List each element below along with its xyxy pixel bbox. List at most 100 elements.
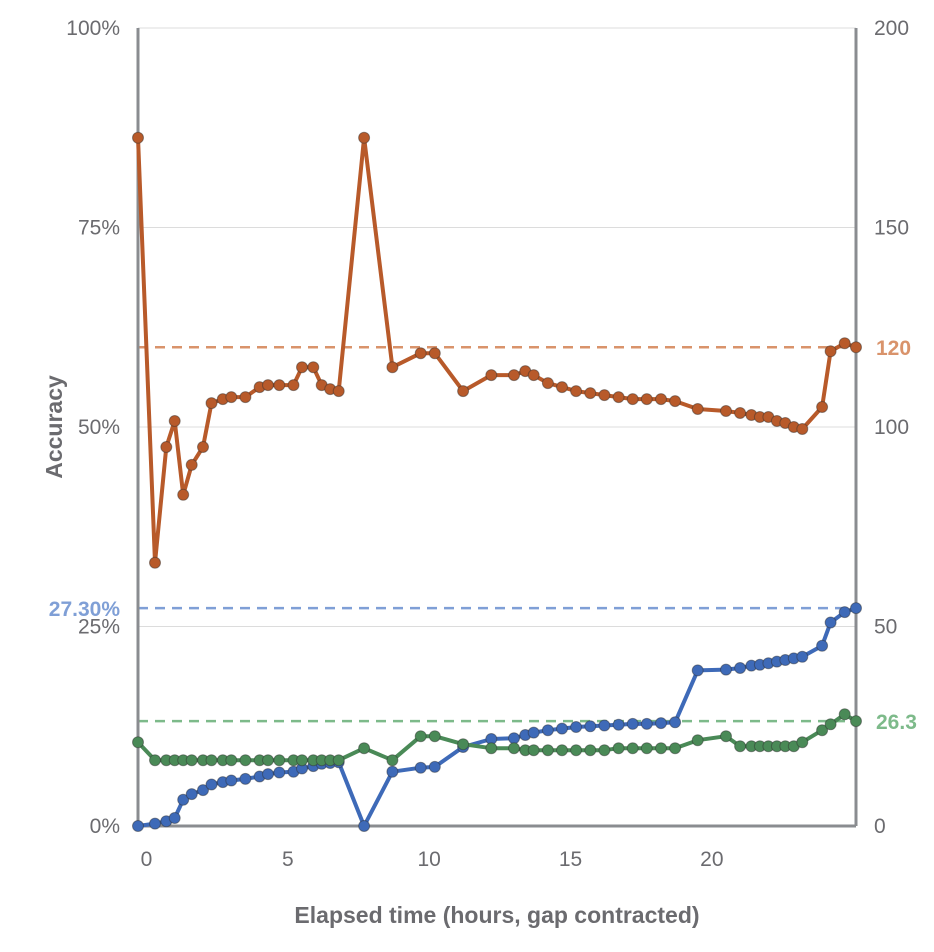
series-1-point-52 bbox=[850, 602, 862, 615]
series-2-point-31 bbox=[570, 744, 583, 757]
series-1-point-20 bbox=[358, 820, 371, 832]
series-0-point-26 bbox=[508, 369, 520, 382]
y-left-tick-1: 25% bbox=[78, 616, 120, 639]
series-0-point-5 bbox=[185, 458, 198, 471]
series-0-point-33 bbox=[598, 389, 611, 402]
series-0-point-30 bbox=[556, 381, 568, 394]
series-0-point-25 bbox=[485, 369, 498, 382]
series-1-point-22 bbox=[414, 761, 427, 774]
series-1-point-33 bbox=[598, 719, 611, 732]
series-0-point-38 bbox=[669, 395, 682, 408]
series-2-point-28 bbox=[527, 744, 540, 757]
series-2-point-38 bbox=[669, 742, 682, 755]
series-0-point-4 bbox=[177, 488, 190, 501]
series-2-point-51 bbox=[838, 708, 851, 721]
series-0-point-20 bbox=[358, 131, 371, 144]
series-1-point-0 bbox=[132, 820, 144, 832]
series-2-point-12 bbox=[262, 754, 274, 767]
y-right-tick-2: 100 bbox=[874, 416, 909, 439]
x-tick-2: 10 bbox=[417, 848, 440, 871]
series-0-point-7 bbox=[205, 397, 218, 410]
series-0-point-41 bbox=[734, 407, 747, 419]
series-2-point-19 bbox=[332, 754, 345, 767]
series-0-point-10 bbox=[239, 391, 252, 404]
series-1-point-51 bbox=[838, 606, 851, 619]
series-1-point-30 bbox=[556, 722, 568, 735]
series-1-point-50 bbox=[824, 616, 837, 629]
series-0-point-12 bbox=[262, 379, 274, 392]
y-right-tick-4: 200 bbox=[874, 17, 909, 40]
series-2-point-30 bbox=[556, 744, 568, 757]
series-1-point-38 bbox=[669, 716, 682, 729]
series-1-point-29 bbox=[541, 724, 554, 737]
series-1-point-6 bbox=[197, 784, 209, 797]
series-2-point-32 bbox=[584, 744, 597, 757]
series-2-point-36 bbox=[640, 742, 653, 755]
series-2-point-7 bbox=[205, 754, 218, 767]
series-0-point-21 bbox=[386, 361, 399, 374]
reference-label-0: 120 bbox=[876, 337, 911, 360]
y-right-tick-3: 150 bbox=[874, 217, 909, 240]
series-2-point-41 bbox=[734, 740, 747, 753]
series-1-point-3 bbox=[168, 812, 181, 824]
series-0-point-34 bbox=[612, 391, 625, 404]
x-tick-3: 15 bbox=[559, 848, 582, 871]
series-2-point-40 bbox=[720, 730, 732, 743]
series-1-line bbox=[136, 606, 858, 828]
series-2-point-5 bbox=[185, 754, 198, 767]
y-left-tick-0: 0% bbox=[90, 815, 120, 838]
series-2-point-37 bbox=[655, 742, 667, 755]
gridlines bbox=[138, 27, 856, 627]
series-2-point-33 bbox=[598, 744, 611, 757]
series-1-point-35 bbox=[626, 717, 639, 730]
series-2-point-26 bbox=[508, 742, 520, 755]
series-0-point-24 bbox=[457, 385, 470, 398]
series-2-point-10 bbox=[239, 754, 252, 767]
series-2-point-52 bbox=[850, 715, 862, 728]
series-2-point-22 bbox=[414, 730, 427, 743]
series-0-point-15 bbox=[296, 361, 308, 374]
series-0-point-29 bbox=[541, 377, 554, 390]
series-2-point-21 bbox=[386, 754, 399, 767]
series-1-point-28 bbox=[527, 726, 540, 739]
reference-lines: 120 27.30% 26.3 bbox=[49, 337, 917, 734]
series-2-point-20 bbox=[358, 742, 371, 755]
series-0-point-36 bbox=[640, 393, 653, 406]
series-0-point-51 bbox=[838, 337, 851, 350]
y-left-tick-4: 100% bbox=[66, 17, 120, 40]
series-2-point-23 bbox=[428, 730, 441, 743]
y-left-tick-3: 75% bbox=[78, 217, 120, 240]
series-2-point-9 bbox=[225, 754, 238, 767]
series-0-point-50 bbox=[824, 345, 837, 358]
series-1-point-1 bbox=[149, 817, 161, 830]
series-0-point-40 bbox=[720, 405, 732, 417]
y-left-tick-2: 50% bbox=[78, 416, 120, 439]
series-1-point-41 bbox=[734, 662, 747, 674]
series-0-point-35 bbox=[626, 393, 639, 406]
series-1-point-10 bbox=[239, 772, 252, 785]
series-1-point-13 bbox=[273, 766, 286, 779]
series-1-point-40 bbox=[720, 663, 732, 676]
series-1-point-12 bbox=[262, 768, 274, 781]
series-1-point-23 bbox=[428, 760, 441, 773]
series-1-point-21 bbox=[386, 765, 399, 778]
series-0-point-14 bbox=[287, 379, 300, 392]
series-0-line bbox=[136, 135, 858, 565]
series-0-point-28 bbox=[527, 369, 540, 382]
series-0-point-16 bbox=[307, 361, 320, 374]
x-axis-title: Elapsed time (hours, gap contracted) bbox=[294, 902, 699, 928]
series-0-point-19 bbox=[332, 385, 345, 398]
series-0-point-32 bbox=[584, 387, 597, 400]
series-0-point-37 bbox=[655, 393, 667, 406]
series-0-point-39 bbox=[691, 403, 704, 415]
series-0-point-3 bbox=[168, 415, 181, 427]
series-2-point-49 bbox=[816, 724, 829, 737]
series-2-point-39 bbox=[691, 734, 704, 747]
series-1-point-48 bbox=[796, 650, 809, 663]
series-0-point-2 bbox=[160, 441, 173, 453]
series-2-point-13 bbox=[273, 754, 286, 767]
y-axis-title: Accuracy bbox=[41, 375, 67, 479]
series-2-point-15 bbox=[296, 754, 308, 767]
series-1-point-4 bbox=[177, 793, 190, 806]
